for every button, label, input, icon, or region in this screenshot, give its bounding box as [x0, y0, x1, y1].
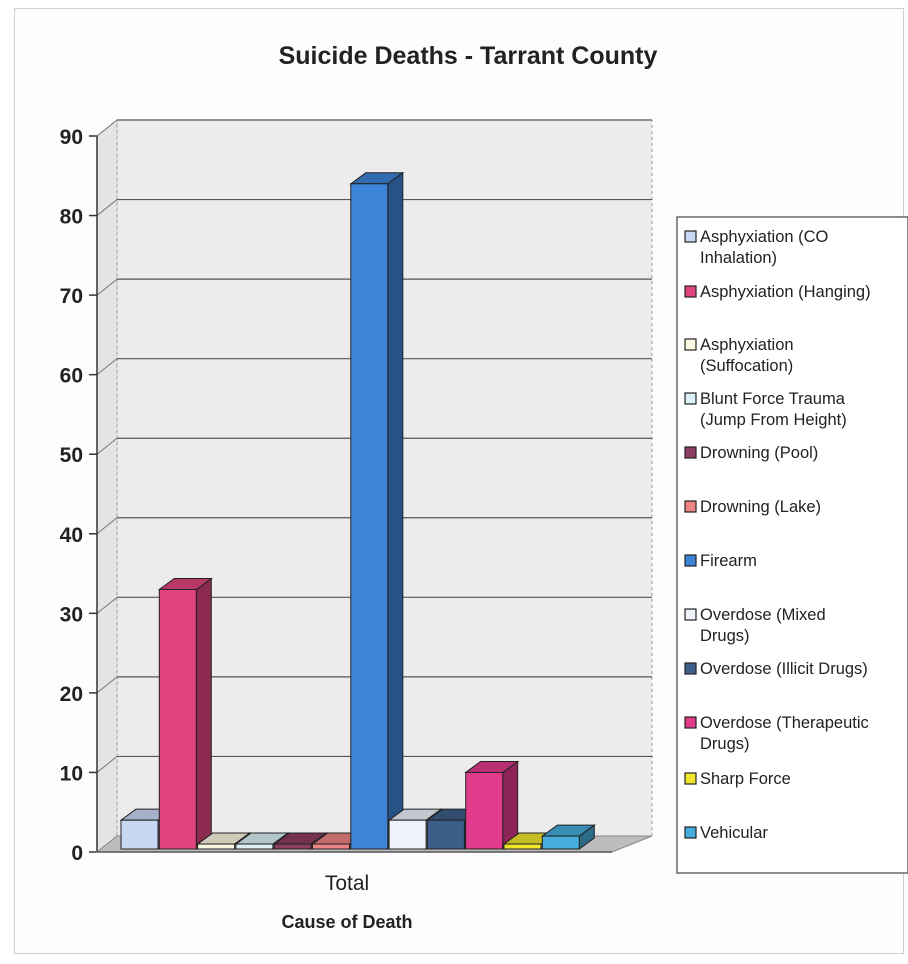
bar-front — [273, 843, 312, 850]
bar-vehicular — [540, 824, 596, 850]
legend-swatch — [684, 608, 697, 621]
gridline-side — [96, 596, 118, 614]
bar-front — [350, 183, 389, 850]
bar-side — [387, 171, 404, 850]
legend-label: Drowning (Lake) — [700, 498, 821, 516]
gridline-side — [96, 278, 118, 296]
bar-overdose-therapeutic-drugs — [464, 760, 520, 850]
legend-swatch — [684, 772, 697, 785]
legend-swatch — [684, 285, 697, 298]
legend-swatch — [684, 662, 697, 675]
y-tick-label: 70 — [60, 285, 83, 308]
legend-swatch — [684, 230, 697, 243]
y-tick-label: 80 — [60, 206, 83, 229]
legend: Asphyxiation (COInhalation)Asphyxiation … — [676, 216, 908, 874]
legend-label: Overdose (Mixed — [700, 606, 826, 624]
legend-entry: Drowning (Pool) — [684, 444, 818, 462]
gridline-side — [96, 199, 118, 216]
gridline-side — [96, 119, 118, 137]
legend-swatch — [684, 500, 697, 513]
legend-label: Overdose (Therapeutic — [700, 714, 869, 732]
y-tick-label: 40 — [60, 524, 83, 547]
legend-label: Drowning (Pool) — [700, 444, 818, 462]
legend-label: Drugs) — [700, 627, 750, 645]
legend-label: Asphyxiation (Hanging) — [700, 283, 871, 301]
bar-front — [235, 843, 274, 850]
y-tick-label: 30 — [60, 603, 83, 626]
y-tick-label: 60 — [60, 365, 83, 388]
x-axis-label: Cause of Death — [281, 912, 412, 932]
bar-front — [120, 819, 159, 850]
legend-swatch — [684, 554, 697, 567]
legend-label: (Suffocation) — [700, 357, 793, 375]
legend-label: Asphyxiation (CO — [700, 228, 829, 246]
legend-entry: Overdose (Mixed Drugs) — [684, 606, 826, 645]
legend-entry: Blunt Force Trauma (Jump From Height) — [684, 390, 847, 429]
legend-label: Drugs) — [700, 735, 750, 753]
bar-front — [158, 588, 197, 850]
x-category-label: Total — [325, 872, 369, 895]
bar-front — [197, 843, 236, 850]
bars — [119, 171, 596, 850]
y-tick-label: 90 — [60, 126, 83, 149]
gridline-side — [96, 437, 118, 455]
y-tick-label: 50 — [60, 444, 83, 467]
legend-entry: Firearm — [684, 552, 757, 570]
bar-front — [426, 819, 465, 850]
legend-swatch — [684, 716, 697, 729]
bar-front — [388, 819, 427, 850]
legend-swatch — [684, 392, 697, 405]
bar-front — [503, 843, 542, 850]
legend-label: Inhalation) — [700, 249, 777, 267]
chart-title: Suicide Deaths - Tarrant County — [279, 42, 658, 70]
legend-entry: Sharp Force — [684, 770, 791, 788]
legend-label: Asphyxiation — [700, 336, 794, 354]
legend-entry: Vehicular — [684, 824, 768, 842]
legend-label: Firearm — [700, 552, 757, 570]
side-wall — [96, 118, 118, 854]
gridline-side — [96, 358, 118, 376]
y-tick-label: 10 — [60, 762, 83, 785]
legend-entry: Drowning (Lake) — [684, 498, 821, 516]
bar-firearm — [349, 171, 405, 850]
legend-swatch — [684, 826, 697, 839]
y-tick-label: 20 — [60, 683, 83, 706]
legend-label: Blunt Force Trauma — [700, 390, 846, 408]
legend-entry: Asphyxiation (Hanging) — [684, 283, 871, 301]
bar-front — [541, 835, 580, 850]
legend-entry: Asphyxiation (CO Inhalation) — [684, 228, 829, 267]
bar-front — [312, 843, 350, 850]
legend-label: Overdose (Illicit Drugs) — [700, 660, 868, 678]
gridline-side — [96, 756, 118, 773]
legend-entry: Overdose (Illicit Drugs) — [684, 660, 868, 678]
legend-label: Vehicular — [700, 824, 768, 842]
bar-asphyxiation-hanging — [157, 577, 213, 850]
legend-entry: Overdose (Therapeutic Drugs) — [684, 714, 869, 753]
y-tick-label: 0 — [71, 842, 83, 865]
legend-swatch — [684, 446, 697, 459]
gridline-side — [96, 517, 118, 535]
legend-label: Sharp Force — [700, 770, 791, 788]
gridline-side — [96, 676, 118, 694]
legend-swatch — [684, 338, 697, 351]
legend-box — [676, 216, 908, 874]
legend-label: (Jump From Height) — [700, 411, 847, 429]
legend-entry: Asphyxiation (Suffocation) — [684, 336, 794, 375]
bar-front — [465, 771, 504, 850]
bar-side — [195, 577, 212, 850]
